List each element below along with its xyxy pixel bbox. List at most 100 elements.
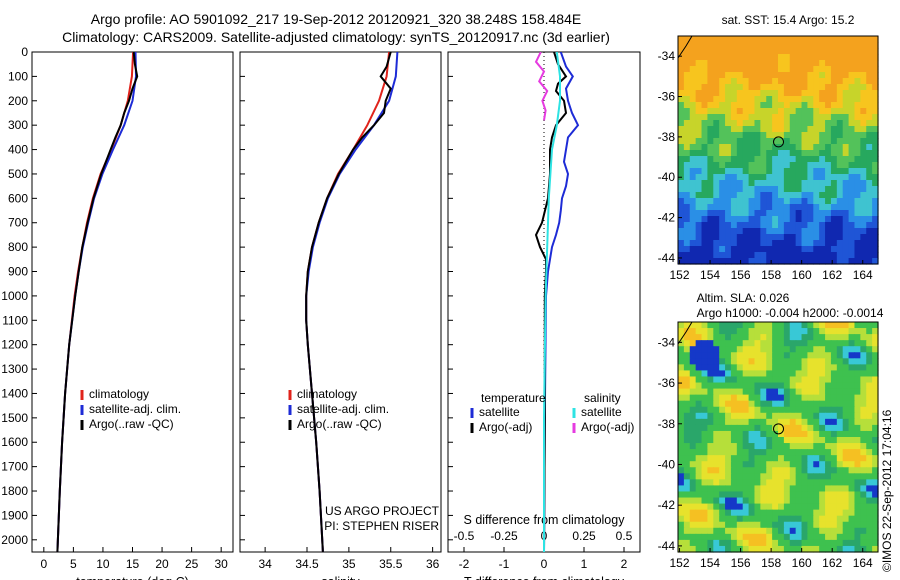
map-cell xyxy=(795,78,803,85)
map-cell xyxy=(813,144,820,151)
map-cell xyxy=(772,96,779,103)
map-cell xyxy=(695,509,703,517)
map-cell xyxy=(695,150,703,157)
map-cell xyxy=(778,228,785,235)
map-cell xyxy=(725,120,732,127)
map-cell xyxy=(742,228,750,235)
map-cell xyxy=(778,138,785,145)
map-cell xyxy=(760,114,767,121)
map-cell xyxy=(872,503,879,511)
map-cell xyxy=(772,114,779,121)
map-cell xyxy=(689,210,697,217)
map-cell xyxy=(713,352,720,359)
map-cell xyxy=(725,340,732,347)
map-cell xyxy=(854,358,861,365)
map-cell xyxy=(830,497,838,505)
map-cell xyxy=(683,198,691,205)
map-cell xyxy=(683,162,691,169)
map-cell xyxy=(825,340,832,347)
map-cell xyxy=(678,473,685,480)
map-cell xyxy=(872,210,879,217)
map-cell xyxy=(825,539,832,547)
map-cell xyxy=(801,216,809,223)
map-cell xyxy=(801,509,809,517)
map-cell xyxy=(848,509,856,517)
map-cell xyxy=(713,388,720,396)
map-cell xyxy=(819,174,826,181)
map-cell xyxy=(754,120,761,127)
map-cell xyxy=(866,156,873,163)
map-cell xyxy=(842,198,850,205)
map-cell xyxy=(825,78,832,85)
top-tick-label: 0.25 xyxy=(572,529,596,543)
map-cell xyxy=(748,352,756,359)
map-cell xyxy=(772,162,779,169)
map-x-tick-label: 164 xyxy=(853,268,873,282)
map-cell xyxy=(707,90,714,97)
map-cell xyxy=(807,400,814,408)
map-cell xyxy=(842,42,850,49)
map-cell xyxy=(725,132,732,139)
map-cell xyxy=(754,258,761,265)
map-cell xyxy=(730,346,738,353)
map-cell xyxy=(772,473,779,480)
map-cell xyxy=(819,370,826,378)
map-cell xyxy=(736,228,744,235)
map-cell xyxy=(754,84,761,91)
map-cell xyxy=(689,36,697,43)
map-cell xyxy=(813,126,820,133)
map-cell xyxy=(689,424,697,432)
map-cell xyxy=(813,54,820,61)
map-cell xyxy=(801,382,809,390)
map-cell xyxy=(778,66,785,73)
map-cell xyxy=(772,234,779,241)
map-cell xyxy=(713,102,720,109)
y-tick-label: 100 xyxy=(8,69,28,83)
map-cell xyxy=(736,497,744,505)
map-cell xyxy=(825,364,832,372)
map-cell xyxy=(866,162,873,169)
map-cell xyxy=(795,479,803,487)
map-cell xyxy=(866,473,873,480)
map-cell xyxy=(825,437,832,444)
map-cell xyxy=(801,352,809,359)
map-cell xyxy=(689,144,697,151)
map-cell xyxy=(783,364,791,372)
map-cell xyxy=(825,198,832,205)
map-cell xyxy=(689,515,697,523)
map-cell xyxy=(854,491,861,499)
map-cell xyxy=(766,328,773,335)
map-cell xyxy=(695,210,703,217)
map-cell xyxy=(760,479,767,487)
map-cell xyxy=(848,258,856,265)
map-cell xyxy=(754,204,761,211)
map-cell xyxy=(801,412,809,420)
map-cell xyxy=(807,521,814,529)
map-cell xyxy=(813,150,820,157)
map-cell xyxy=(754,240,761,247)
map-cell xyxy=(760,358,767,365)
map-cell xyxy=(854,376,861,384)
map-cell xyxy=(736,437,744,444)
map-cell xyxy=(742,42,750,49)
map-cell xyxy=(783,418,791,426)
map-cell xyxy=(678,66,685,73)
map-cell xyxy=(842,234,850,241)
map-cell xyxy=(801,150,809,157)
map-cell xyxy=(830,473,838,480)
map-cell xyxy=(725,400,732,408)
map-cell xyxy=(736,473,744,480)
map-cell xyxy=(866,461,873,468)
map-cell xyxy=(854,388,861,396)
map-cell xyxy=(866,228,873,235)
map-cell xyxy=(766,509,773,517)
map-cell xyxy=(848,328,856,335)
map-cell xyxy=(760,90,767,97)
map-cell xyxy=(872,144,879,151)
map-cell xyxy=(807,503,814,511)
map-cell xyxy=(730,443,738,450)
map-cell xyxy=(842,72,850,79)
map-cell xyxy=(713,334,720,341)
map-cell xyxy=(748,328,756,335)
map-cell xyxy=(719,48,726,55)
